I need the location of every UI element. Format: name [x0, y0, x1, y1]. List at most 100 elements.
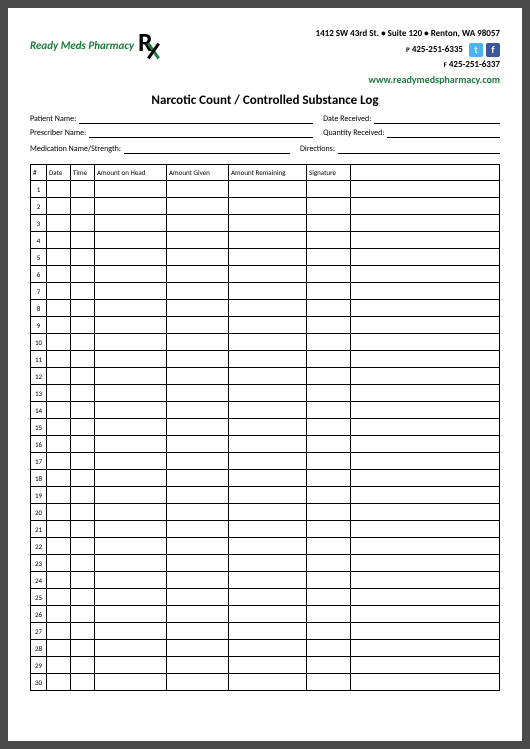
cell — [71, 232, 95, 249]
cell — [229, 300, 307, 317]
cell — [167, 657, 229, 674]
cell — [307, 674, 351, 691]
cell — [95, 555, 167, 572]
row-number: 14 — [31, 402, 47, 419]
cell — [95, 385, 167, 402]
cell — [167, 368, 229, 385]
cell — [71, 487, 95, 504]
cell — [229, 215, 307, 232]
cell — [229, 606, 307, 623]
table-row: 27 — [31, 623, 500, 640]
cell — [307, 504, 351, 521]
cell — [95, 436, 167, 453]
cell — [47, 470, 71, 487]
table-row: 11 — [31, 351, 500, 368]
cell — [167, 300, 229, 317]
row-number: 6 — [31, 266, 47, 283]
cell — [95, 572, 167, 589]
cell — [351, 487, 500, 504]
col-num: # — [31, 165, 47, 181]
cell — [167, 606, 229, 623]
date-received-line — [374, 115, 500, 124]
date-received-label: Date Received: — [323, 114, 371, 124]
cell — [229, 181, 307, 198]
cell — [229, 640, 307, 657]
cell — [351, 266, 500, 283]
cell — [95, 419, 167, 436]
table-row: 22 — [31, 538, 500, 555]
cell — [71, 538, 95, 555]
cell — [47, 385, 71, 402]
cell — [47, 589, 71, 606]
row-number: 11 — [31, 351, 47, 368]
cell — [167, 470, 229, 487]
cell — [307, 487, 351, 504]
cell — [351, 283, 500, 300]
table-row: 25 — [31, 589, 500, 606]
cell — [71, 504, 95, 521]
table-row: 15 — [31, 419, 500, 436]
cell — [95, 249, 167, 266]
medication-label: Medication Name/Strength: — [30, 144, 121, 154]
cell — [351, 232, 500, 249]
cell — [307, 283, 351, 300]
cell — [307, 334, 351, 351]
social-icons: t f — [469, 43, 500, 57]
directions-label: Directions: — [300, 144, 335, 154]
row-number: 8 — [31, 300, 47, 317]
table-row: 6 — [31, 266, 500, 283]
cell — [229, 470, 307, 487]
cell — [229, 623, 307, 640]
col-amount-remaining: Amount Remaining — [229, 165, 307, 181]
cell — [229, 657, 307, 674]
cell — [351, 657, 500, 674]
cell — [167, 215, 229, 232]
row-number: 7 — [31, 283, 47, 300]
table-row: 24 — [31, 572, 500, 589]
cell — [95, 589, 167, 606]
table-row: 8 — [31, 300, 500, 317]
cell — [71, 215, 95, 232]
table-row: 12 — [31, 368, 500, 385]
cell — [47, 555, 71, 572]
cell — [351, 181, 500, 198]
cell — [71, 385, 95, 402]
medication-line — [124, 145, 290, 154]
cell — [229, 521, 307, 538]
patient-name-line — [79, 115, 313, 124]
company-name: Ready Meds Pharmacy — [30, 39, 134, 52]
table-row: 18 — [31, 470, 500, 487]
cell — [167, 317, 229, 334]
cell — [351, 300, 500, 317]
quantity-received-label: Quantity Received: — [323, 128, 384, 138]
cell — [229, 555, 307, 572]
cell — [47, 402, 71, 419]
table-row: 4 — [31, 232, 500, 249]
phone-line: P 425-251-6335 t f — [316, 43, 500, 57]
header: Ready Meds Pharmacy R 1412 SW 43rd St. •… — [30, 28, 500, 87]
cell — [229, 283, 307, 300]
row-number: 4 — [31, 232, 47, 249]
cell — [95, 470, 167, 487]
cell — [167, 623, 229, 640]
cell — [71, 453, 95, 470]
cell — [229, 198, 307, 215]
cell — [47, 504, 71, 521]
cell — [47, 521, 71, 538]
table-row: 28 — [31, 640, 500, 657]
cell — [229, 368, 307, 385]
fax-number: 425-251-6337 — [449, 59, 500, 70]
cell — [351, 589, 500, 606]
row-number: 17 — [31, 453, 47, 470]
cell — [167, 589, 229, 606]
cell — [307, 521, 351, 538]
cell — [47, 657, 71, 674]
cell — [167, 402, 229, 419]
row-number: 20 — [31, 504, 47, 521]
cell — [229, 419, 307, 436]
row-number: 30 — [31, 674, 47, 691]
row-number: 21 — [31, 521, 47, 538]
cell — [167, 487, 229, 504]
cell — [71, 640, 95, 657]
cell — [47, 181, 71, 198]
